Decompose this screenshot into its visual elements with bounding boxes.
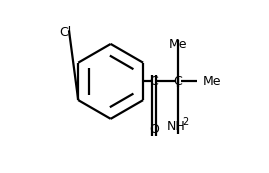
Text: 2: 2 — [182, 117, 189, 127]
Text: C: C — [150, 75, 158, 88]
Text: O: O — [149, 122, 159, 136]
Text: Me: Me — [169, 38, 187, 51]
Text: C: C — [174, 75, 182, 88]
Text: NH: NH — [167, 120, 186, 133]
Text: Cl: Cl — [60, 26, 72, 39]
Text: Me: Me — [203, 75, 221, 88]
